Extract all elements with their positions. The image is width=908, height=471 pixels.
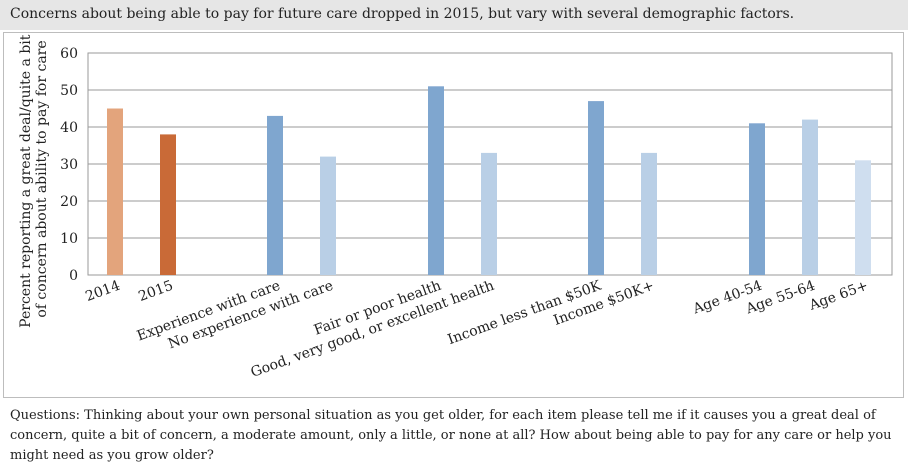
- bar-9: [749, 123, 765, 275]
- x-tick-label: Age 65+: [806, 278, 870, 314]
- bar-3: [267, 115, 283, 276]
- y-tick-label: 20: [60, 194, 78, 210]
- bar-7: [588, 101, 604, 275]
- y-axis-label-line-2: of concern about ability to pay for care: [34, 40, 50, 317]
- bar-11: [855, 160, 871, 275]
- chart-container: 0 10 20 30 40 50 60 2014 2015 Experience with ca…: [3, 32, 904, 398]
- survey-question-note: Questions: Thinking about your own perso…: [10, 408, 892, 463]
- x-tick-label: 2014: [83, 278, 122, 305]
- y-axis-label-line-1: Percent reporting a great deal/quite a b…: [18, 34, 34, 328]
- y-axis-label: Percent reporting a great deal/quite a b…: [18, 33, 50, 328]
- bar-8: [641, 152, 657, 275]
- y-tick-label: 40: [60, 120, 78, 136]
- y-tick-label: 60: [60, 46, 78, 62]
- y-tick-label: 10: [60, 231, 78, 247]
- bar-4: [320, 156, 336, 275]
- bar-5: [428, 86, 444, 275]
- chart-title: Concerns about being able to pay for fut…: [0, 0, 908, 30]
- bar-6: [481, 152, 497, 275]
- x-tick-label: 2015: [136, 278, 175, 305]
- y-tick-label: 30: [60, 157, 78, 173]
- y-tick-label: 50: [60, 83, 78, 99]
- bar-2: [160, 134, 176, 275]
- bar-1: [107, 108, 123, 275]
- bar-10: [802, 119, 818, 275]
- y-tick-label: 0: [69, 268, 78, 284]
